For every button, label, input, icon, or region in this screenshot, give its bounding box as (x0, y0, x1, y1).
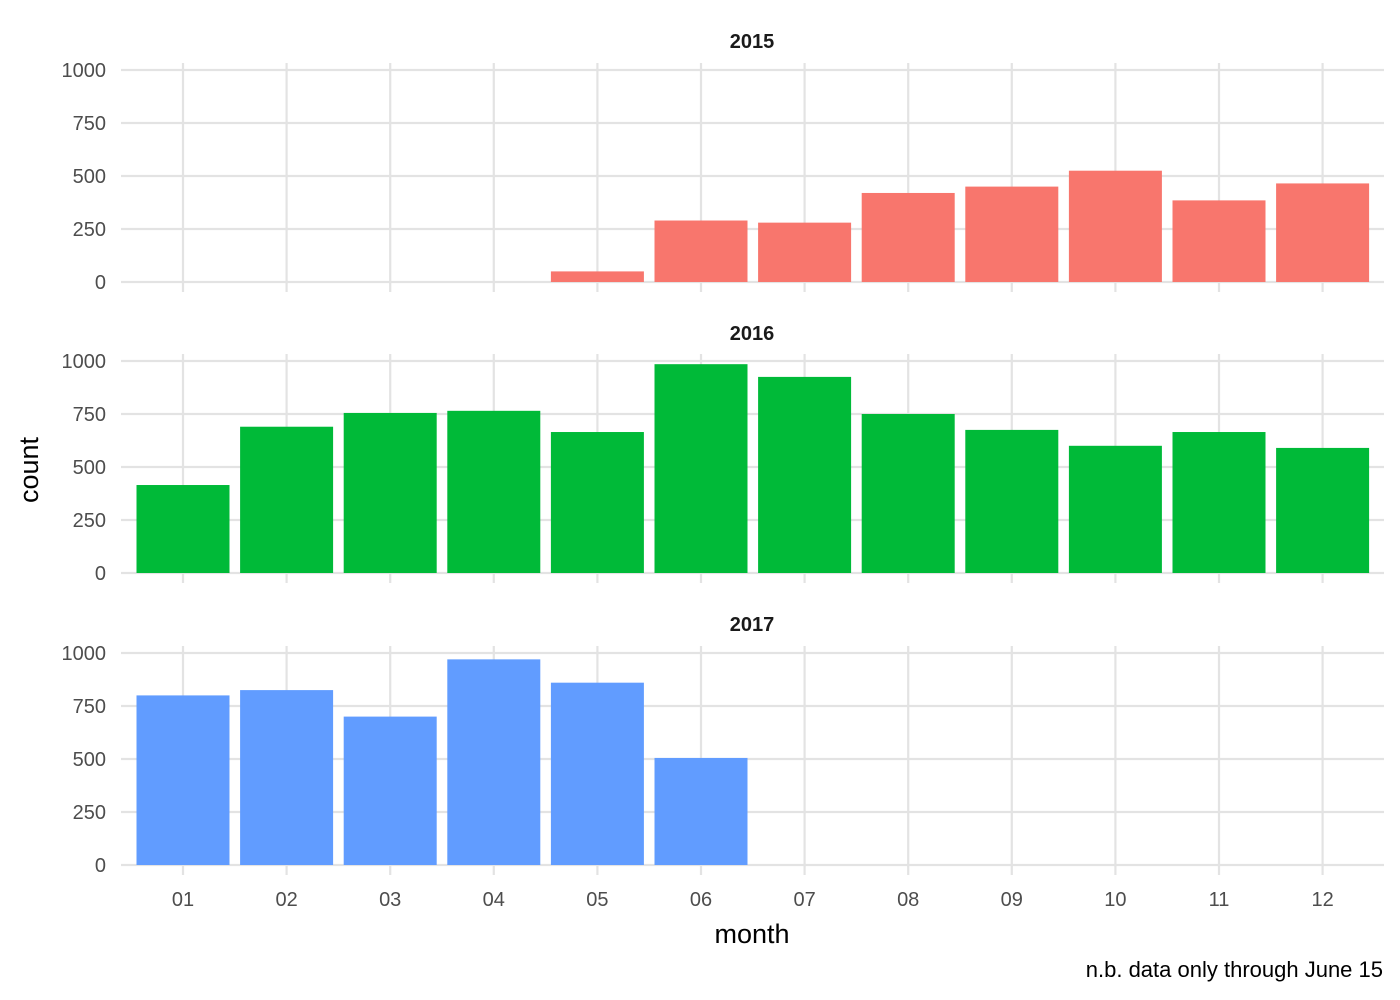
bar-2016-11 (1172, 432, 1266, 573)
bar-2016-03 (343, 412, 437, 573)
x-tick-label: 03 (379, 889, 401, 911)
bar-2016-06 (654, 364, 748, 573)
bar-2017-02 (240, 690, 334, 865)
bar-2016-09 (965, 429, 1059, 573)
x-tick-label: 02 (275, 889, 297, 911)
x-tick-label: 07 (793, 889, 815, 911)
panel-2017: 2017 0 250 500 750 1000 (62, 614, 1384, 877)
bar-2015-10 (1068, 170, 1162, 282)
chart-caption: n.b. data only through June 15 (1086, 957, 1383, 982)
bar-2017-03 (343, 716, 437, 865)
y-tick-label: 0 (95, 855, 106, 877)
x-axis-ticks: 01 02 03 04 05 06 07 08 09 10 11 12 (172, 889, 1334, 911)
y-axis-title: count (14, 436, 44, 503)
bar-2016-10 (1068, 445, 1162, 573)
bar-2015-11 (1172, 200, 1266, 282)
bar-2016-08 (861, 414, 955, 573)
panel-title: 2016 (730, 323, 775, 345)
panel-2015: 2015 0 250 500 750 1000 (62, 31, 1384, 294)
x-tick-label: 06 (690, 889, 712, 911)
x-tick-label: 01 (172, 889, 194, 911)
x-axis-title: month (714, 919, 789, 949)
x-tick-label: 12 (1311, 889, 1333, 911)
bar-2015-12 (1276, 183, 1370, 282)
bar-2015-06 (654, 220, 748, 282)
panel-2016: 2016 0 250 500 750 1000 (62, 323, 1384, 585)
y-tick-label: 0 (95, 272, 106, 294)
y-tick-label: 750 (73, 696, 106, 718)
bar-2016-05 (550, 432, 644, 573)
y-tick-label: 750 (73, 404, 106, 426)
bar-2016-04 (447, 410, 541, 573)
bar-2016-01 (136, 485, 230, 573)
y-tick-label: 500 (73, 166, 106, 188)
y-tick-label: 250 (73, 510, 106, 532)
bar-2016-02 (240, 426, 334, 573)
bar-2015-09 (965, 186, 1059, 282)
chart-panels: 2015025050075010002016025050075010002017… (62, 31, 1384, 877)
bar-2015-07 (758, 222, 852, 282)
y-tick-label: 500 (73, 457, 106, 479)
bar-2017-06 (654, 757, 748, 865)
y-tick-label: 500 (73, 749, 106, 771)
bar-2017-04 (447, 659, 541, 865)
bar-2016-12 (1276, 447, 1370, 573)
y-tick-label: 1000 (62, 60, 107, 82)
panel-title: 2017 (730, 614, 775, 636)
bar-2016-07 (758, 376, 852, 573)
y-tick-label: 0 (95, 563, 106, 585)
bar-2017-01 (136, 695, 230, 865)
bar-2015-08 (861, 192, 955, 282)
x-tick-label: 08 (897, 889, 919, 911)
bar-2015-05 (550, 271, 644, 282)
x-tick-label: 04 (483, 889, 505, 911)
x-tick-label: 05 (586, 889, 608, 911)
y-tick-label: 250 (73, 802, 106, 824)
y-tick-label: 1000 (62, 351, 107, 373)
x-tick-label: 09 (1001, 889, 1023, 911)
x-tick-label: 11 (1209, 889, 1230, 911)
x-tick-label: 10 (1104, 889, 1126, 911)
y-tick-label: 750 (73, 113, 106, 135)
panel-title: 2015 (730, 31, 775, 53)
y-tick-label: 250 (73, 219, 106, 241)
y-tick-label: 1000 (62, 643, 107, 665)
bar-2017-05 (550, 682, 644, 865)
